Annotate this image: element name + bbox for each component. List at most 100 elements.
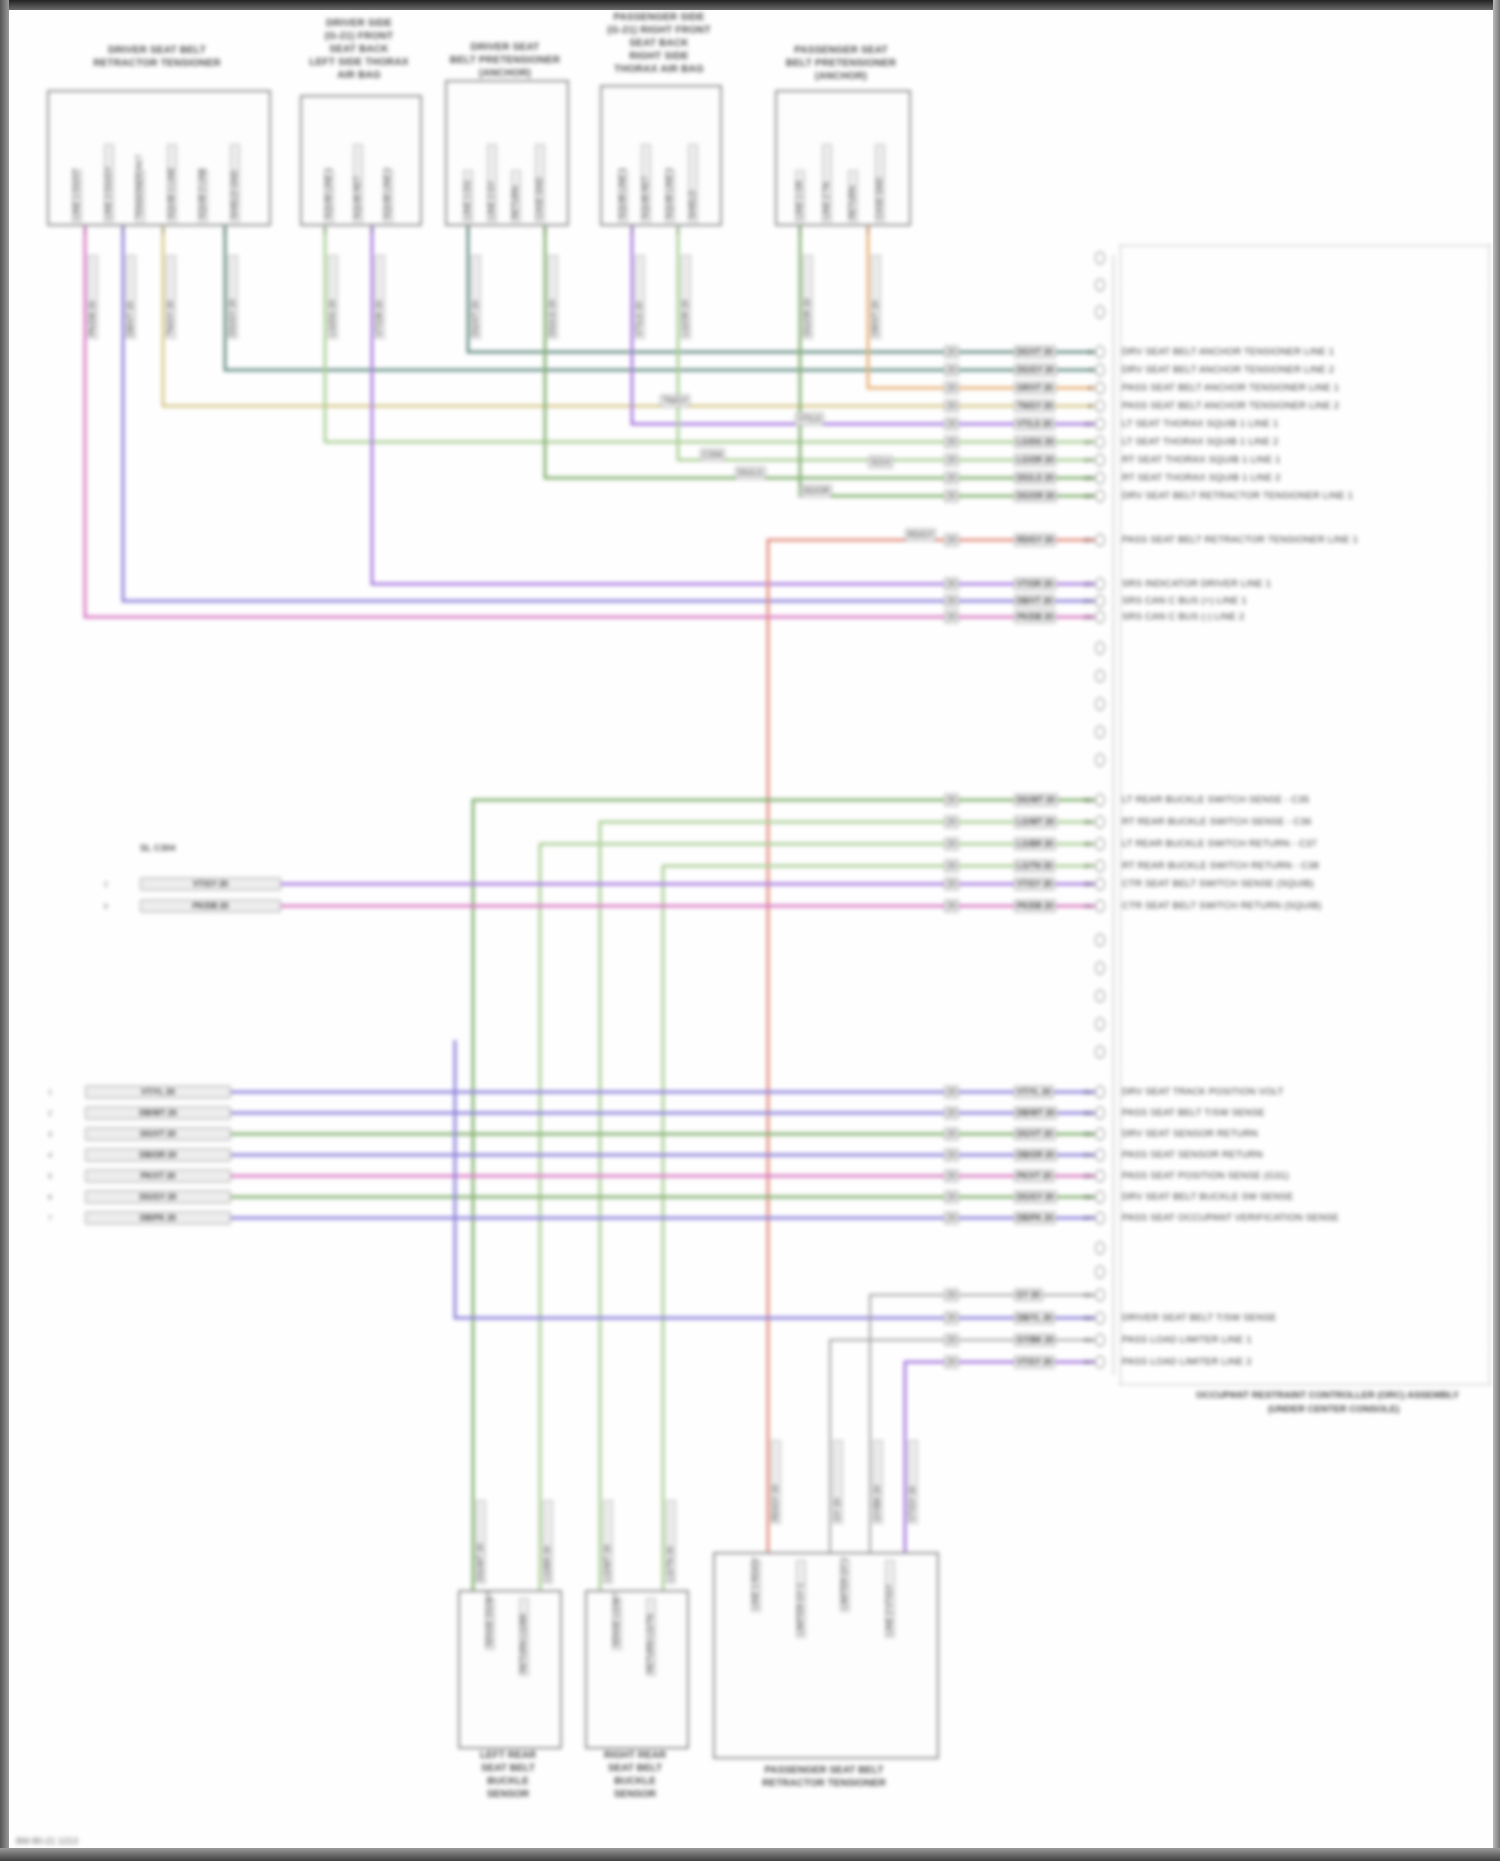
wire-gauge-chip: 20: [944, 1288, 959, 1302]
left-pin-number: 3: [47, 1129, 52, 1139]
orc-pin-number: 31: [1083, 795, 1092, 805]
component-pin-number: 2: [120, 226, 126, 235]
wire-color-chip: TN/GY 20: [1014, 399, 1056, 413]
component-pin-label: LINE 1 OR: [795, 170, 806, 222]
sl-pin-number: 6: [103, 901, 108, 911]
orc-circuit-label: RT REAR BUCKLE SWITCH SENSE - C36: [1122, 816, 1312, 828]
wire-gauge-chip: 20: [944, 1190, 959, 1204]
wire-gauge-chip: 20: [944, 899, 959, 913]
wire-code-rotated: RD/GY 20: [771, 1440, 781, 1524]
orc-pin: [1095, 899, 1105, 913]
orc-connector-outline: [1120, 245, 1490, 1385]
orc-pin-empty: [1095, 1241, 1105, 1255]
wire-gauge-chip: 20: [944, 533, 959, 547]
wire-code-rotated: DG/LG 20: [548, 255, 558, 339]
wire-code-rotated: GY/BK 20: [873, 1440, 883, 1524]
orc-pin: [1095, 417, 1105, 431]
component-pin-number: 6: [369, 226, 375, 235]
wire-gauge-chip: 20: [944, 399, 959, 413]
component-pin-number: 4: [222, 226, 228, 235]
wire-gauge-chip: 20: [944, 489, 959, 503]
orc-pin: [1095, 399, 1105, 413]
wire-color-chip: DG/VT 20: [1014, 1127, 1056, 1141]
component-pin-label: SQUIB LINE 2: [382, 167, 393, 222]
component-title-driver-belt-pretensioner: BELT PRETENSIONER: [449, 55, 561, 66]
component-pin-number: 2: [542, 226, 548, 235]
wire-color-chip: GY/BK 20: [1014, 1333, 1057, 1347]
wire-code-rotated: TN/GY 20: [166, 255, 176, 339]
left-pin-number: 1: [47, 1087, 52, 1097]
orc-circuit-label: LT REAR BUCKLE SWITCH SENSE - C35: [1122, 794, 1310, 806]
wire-code-rotated: LG/TN 20: [666, 1500, 676, 1584]
wire-color-chip: LG/DG 20: [1014, 435, 1057, 449]
orc-circuit-label: SRS INDICATOR DRIVER LINE 1: [1122, 578, 1272, 590]
wire-gauge-chip: 20: [944, 793, 959, 807]
sl-connector-heading: SL C304: [140, 843, 176, 853]
wire-color-chip: VT/GY 20: [1014, 1355, 1055, 1369]
component-pin-label: LINE 2 TN: [821, 144, 832, 222]
component-title-driver-belt-pretensioner: DRIVER SEAT: [470, 42, 540, 53]
wire-color-chip: DB/WT 20: [1014, 1106, 1058, 1120]
wire-gauge-chip: 20: [944, 1127, 959, 1141]
component-pin-label: LINE 1 RD/GY: [751, 1557, 762, 1612]
component-pin-label: CASE GND: [535, 144, 545, 222]
component-pin-label: SQUIB LINE 1: [617, 167, 628, 222]
inline-connector-chip: VT/LG: [795, 412, 825, 426]
orc-pin-number: 4: [1087, 365, 1092, 375]
wire-color-chip: LG/TN 20: [1014, 859, 1056, 873]
orc-pin-number: 26: [1083, 612, 1092, 622]
orc-circuit-label: RT REAR BUCKLE SWITCH RETURN - C38: [1122, 860, 1320, 872]
orc-pin-empty: [1095, 305, 1105, 319]
wire-code-rotated: DG/WT 20: [476, 1500, 486, 1584]
wire-color-chip: GY 20: [1014, 1288, 1043, 1302]
orc-pin-number: 18: [1083, 491, 1092, 501]
component-title-right-thorax-airbag: PASSENGER SIDE: [613, 12, 705, 23]
wire-gauge-chip: 20: [944, 1211, 959, 1225]
wire-gauge-chip: 20: [944, 1333, 959, 1347]
component-pin-number: 1: [629, 226, 635, 235]
component-title-left-rear-buckle-switch: LEFT REAR: [479, 1750, 537, 1761]
orc-pin-number: 62: [1083, 1313, 1092, 1323]
wire-blueviolet-26: [453, 1040, 1100, 1320]
orc-note-line2: (UNDER CENTER CONSOLE): [1268, 1404, 1400, 1415]
scan-frame-top: [0, 0, 1500, 10]
component-pin-label: LINE 1 DG/VT: [72, 168, 83, 222]
orc-pin: [1095, 1169, 1105, 1183]
orc-pin-number: 6: [1087, 383, 1092, 393]
left-pin-number: 5: [47, 1171, 52, 1181]
orc-pin: [1095, 610, 1105, 624]
component-title-right-thorax-airbag: SEAT BACK: [629, 38, 689, 49]
orc-circuit-label: CTR SEAT BELT SWITCH SENSE (SQUIB): [1122, 878, 1314, 890]
orc-pin-number: 16: [1083, 473, 1092, 483]
orc-pin: [1095, 1311, 1105, 1325]
wire-dkteal-3: [223, 222, 1100, 372]
wire-gauge-chip: 20: [944, 594, 959, 608]
orc-pin-number: 39: [1083, 879, 1092, 889]
wire-color-chip: RD/GY 20: [1014, 533, 1057, 547]
left-pin-number: 4: [47, 1150, 52, 1160]
orc-pin: [1095, 453, 1105, 467]
wire-dkteal-6: [466, 222, 1100, 354]
wire-green-7: [543, 222, 1100, 480]
orc-circuit-label: PASS SEAT SENSOR RETURN: [1122, 1149, 1263, 1161]
page-corner-id: 8W-80-21 1213: [16, 1836, 78, 1846]
wire-code-rotated: PK/DB 20: [88, 255, 98, 339]
wire-ltgreen-4: [323, 222, 1100, 444]
orc-pin: [1095, 1288, 1105, 1302]
wire-gauge-chip: 20: [944, 471, 959, 485]
orc-pin-number: 14: [1083, 455, 1092, 465]
component-title-passenger-belt-pretensioner: PASSENGER SEAT: [794, 45, 888, 56]
orc-pin-number: 8: [1087, 401, 1092, 411]
orc-circuit-label: LT SEAT THORAX SQUIB 1 LINE 1: [1122, 418, 1279, 430]
orc-pin: [1095, 1211, 1105, 1225]
component-pin-label: SQUIB RET: [641, 144, 652, 222]
orc-pin: [1095, 381, 1105, 395]
orc-pin-number: 55: [1083, 1171, 1092, 1181]
wire-violet-5: [370, 222, 1100, 586]
component-title-right-rear-buckle-switch: SENSOR: [613, 1789, 657, 1800]
wire-code-rotated: LG/BR 20: [543, 1500, 553, 1584]
orc-pin-number: 22: [1083, 579, 1092, 589]
wire-gauge-chip: 20: [944, 877, 959, 891]
wire-gauge-chip: 20: [944, 1085, 959, 1099]
